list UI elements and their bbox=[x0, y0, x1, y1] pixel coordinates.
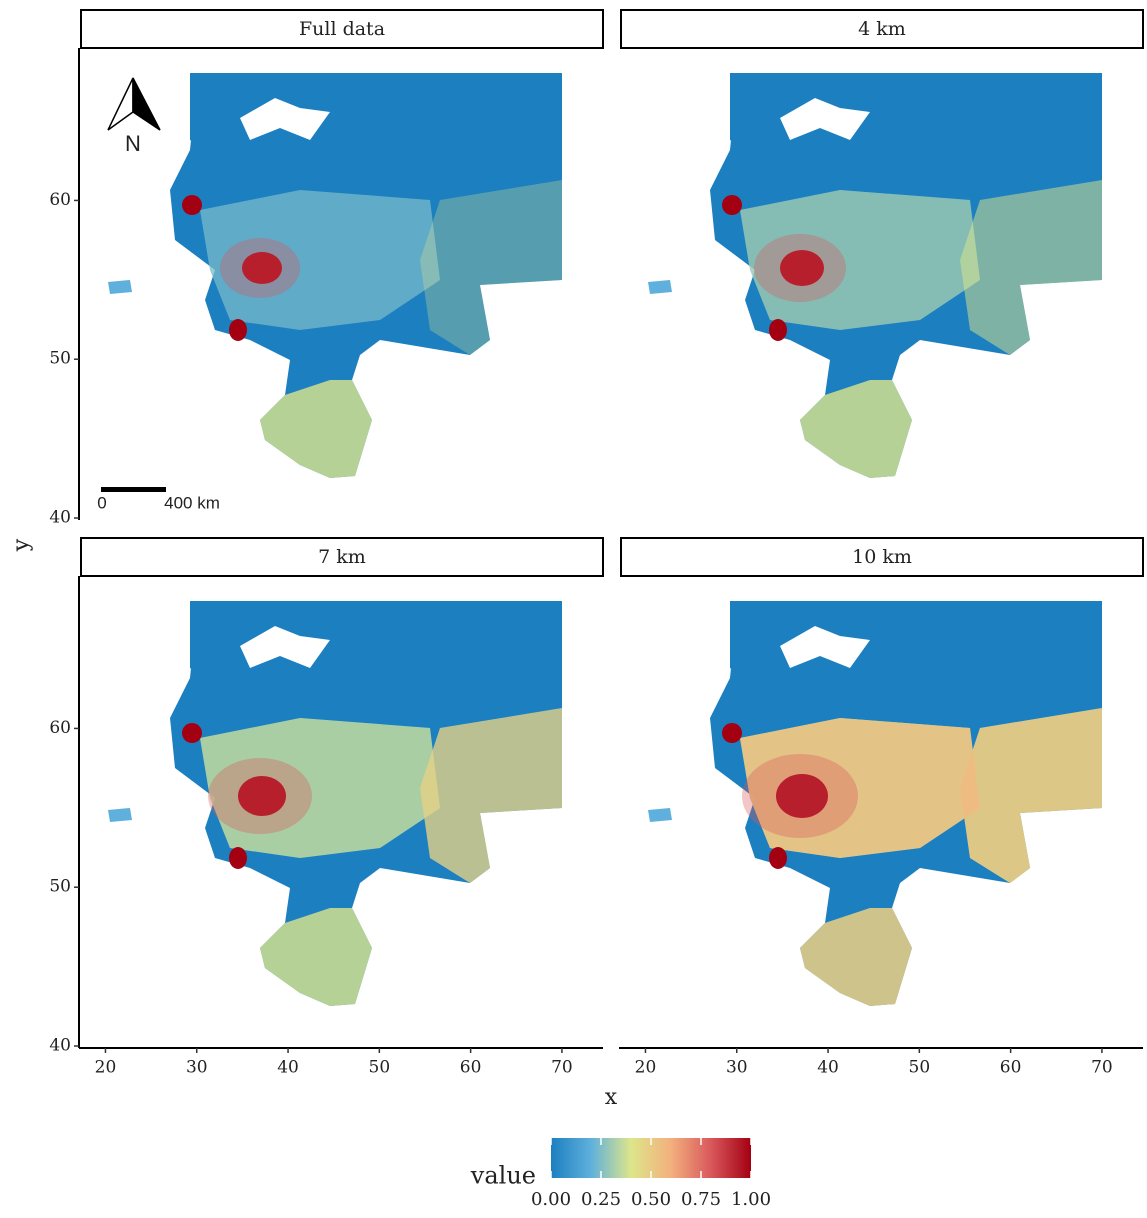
y-tick-label: 60 bbox=[49, 190, 71, 210]
facet-title: 7 km bbox=[318, 546, 366, 568]
x-tick-label: 70 bbox=[551, 1058, 573, 1078]
hotspot bbox=[722, 723, 742, 743]
x-tick-label: 30 bbox=[726, 1058, 748, 1078]
north-label: N bbox=[125, 131, 141, 156]
panel: 10 km bbox=[621, 538, 1143, 1006]
map-region bbox=[108, 280, 132, 294]
x-tick-label: 60 bbox=[460, 1058, 482, 1078]
panel: 7 km bbox=[81, 538, 603, 1006]
hotspot bbox=[769, 847, 787, 869]
panel: 4 km bbox=[621, 10, 1143, 478]
colorbar-label: 1.00 bbox=[731, 1189, 771, 1210]
hotspot bbox=[229, 847, 247, 869]
map-zone bbox=[960, 180, 1102, 355]
scale-label: 400 km bbox=[164, 493, 220, 512]
y-tick-label: 60 bbox=[49, 718, 71, 738]
scale-bar bbox=[101, 487, 166, 492]
map-zone bbox=[420, 708, 562, 883]
panel: Full data bbox=[81, 10, 603, 478]
colorbar-label: 0.75 bbox=[681, 1189, 721, 1210]
hotspot bbox=[182, 195, 202, 215]
hotspot bbox=[208, 758, 312, 834]
map-region bbox=[108, 808, 132, 822]
x-tick-label: 50 bbox=[369, 1058, 391, 1078]
map-zone bbox=[800, 908, 912, 1006]
legend-title: value bbox=[470, 1162, 536, 1190]
x-tick-label: 60 bbox=[1000, 1058, 1022, 1078]
x-tick-label: 20 bbox=[635, 1058, 657, 1078]
y-tick-label: 50 bbox=[49, 349, 71, 369]
map-zone bbox=[420, 180, 562, 355]
x-axis-label: x bbox=[605, 1085, 618, 1110]
map-zone bbox=[260, 380, 372, 478]
chart: Full data 4 km 7 km 10 km y x value 40 50 60 4… bbox=[0, 0, 1147, 1213]
scale-label: 0 bbox=[97, 493, 106, 512]
facet-title: Full data bbox=[299, 18, 385, 40]
y-axis-label: y bbox=[9, 538, 34, 552]
hotspot bbox=[220, 238, 300, 298]
hotspot bbox=[182, 723, 202, 743]
hotspot bbox=[769, 319, 787, 341]
hotspot bbox=[722, 195, 742, 215]
facet-title: 10 km bbox=[852, 546, 912, 568]
map-zone bbox=[800, 380, 912, 478]
y-tick-label: 40 bbox=[49, 1036, 71, 1056]
x-tick-label: 40 bbox=[817, 1058, 839, 1078]
y-tick-label: 50 bbox=[49, 877, 71, 897]
x-tick-label: 50 bbox=[909, 1058, 931, 1078]
x-tick-label: 70 bbox=[1091, 1058, 1113, 1078]
hotspot bbox=[754, 234, 846, 302]
hotspot bbox=[742, 754, 858, 838]
north-arrow bbox=[133, 78, 160, 130]
panels: Full data 4 km 7 km 10 km bbox=[81, 10, 1143, 1006]
x-tick-label: 40 bbox=[277, 1058, 299, 1078]
x-tick-label: 30 bbox=[186, 1058, 208, 1078]
colorbar-label: 0.50 bbox=[631, 1189, 671, 1210]
colorbar-label: 0.25 bbox=[581, 1189, 621, 1210]
map-zone bbox=[260, 908, 372, 1006]
map-zone bbox=[960, 708, 1102, 883]
x-tick-label: 20 bbox=[95, 1058, 117, 1078]
y-tick-label: 40 bbox=[49, 508, 71, 528]
hotspot bbox=[229, 319, 247, 341]
map-region bbox=[648, 280, 672, 294]
facet-title: 4 km bbox=[858, 18, 906, 40]
map-region bbox=[648, 808, 672, 822]
north-arrow bbox=[108, 78, 133, 130]
colorbar-label: 0.00 bbox=[531, 1189, 571, 1210]
